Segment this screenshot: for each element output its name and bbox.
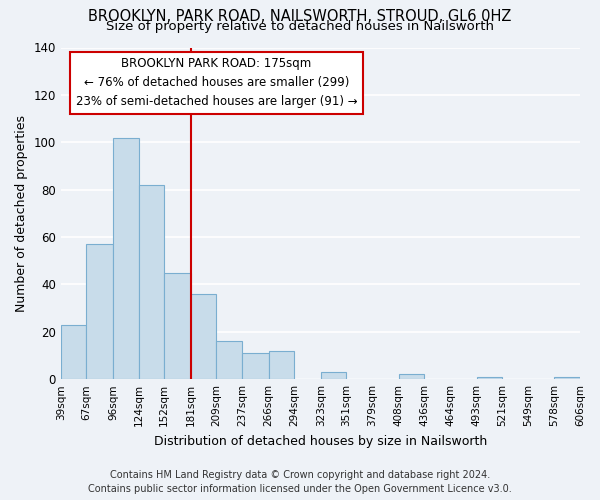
Bar (86, 244, 113, 379)
X-axis label: Distribution of detached houses by size in Nailsworth: Distribution of detached houses by size … (154, 434, 487, 448)
Bar (139, 185, 164, 379)
Text: Size of property relative to detached houses in Nailsworth: Size of property relative to detached ho… (106, 20, 494, 33)
Bar (217, 342, 242, 379)
Bar (242, 353, 269, 379)
Text: BROOKLYN PARK ROAD: 175sqm
← 76% of detached houses are smaller (299)
23% of sem: BROOKLYN PARK ROAD: 175sqm ← 76% of deta… (76, 58, 358, 108)
Bar (476, 377, 502, 379)
Bar (191, 294, 217, 379)
Bar (321, 372, 346, 379)
Bar (113, 138, 139, 379)
Y-axis label: Number of detached properties: Number of detached properties (15, 115, 28, 312)
Text: BROOKLYN, PARK ROAD, NAILSWORTH, STROUD, GL6 0HZ: BROOKLYN, PARK ROAD, NAILSWORTH, STROUD,… (88, 9, 512, 24)
Bar (164, 272, 191, 379)
Text: Contains HM Land Registry data © Crown copyright and database right 2024.
Contai: Contains HM Land Registry data © Crown c… (88, 470, 512, 494)
Bar (269, 351, 294, 379)
Bar (61, 324, 86, 379)
Bar (398, 374, 424, 379)
Bar (554, 377, 580, 379)
